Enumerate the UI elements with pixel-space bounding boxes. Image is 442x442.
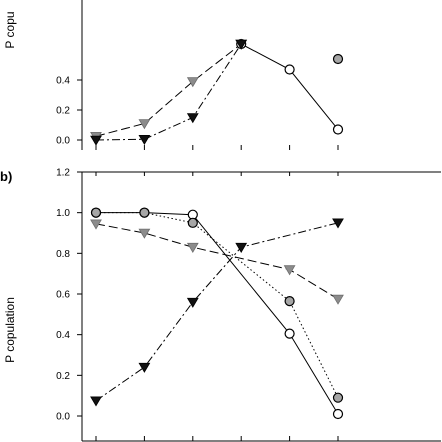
grey-circle-point — [90, 207, 102, 218]
panel-b-chart: 0.0 0.2 0.4 0.6 0.8 1.0 1.2 P copulation b) — [0, 168, 441, 442]
y-tick-label: 1.2 — [56, 168, 70, 179]
grey-circle-point — [332, 392, 344, 403]
black-triangle-point — [186, 297, 199, 308]
grey-triangle-point — [186, 77, 199, 88]
panel-a-chart: 0.0 0.2 0.4 P copu — [3, 0, 344, 150]
series-line — [95, 43, 242, 137]
grey-circle-point — [139, 207, 150, 218]
series-line — [95, 222, 339, 402]
black-triangle-point — [235, 242, 248, 253]
y-tick-label: 0.0 — [56, 412, 70, 423]
black-triangle-point — [90, 396, 102, 407]
y-tick-label: 0.4 — [56, 330, 70, 341]
y-axis-title: P copu — [3, 11, 17, 48]
panel-label: b) — [0, 169, 12, 184]
open-circle-point — [332, 408, 344, 420]
open-circle-point — [284, 328, 295, 339]
black-triangle-point — [90, 135, 102, 146]
black-triangle-point — [138, 362, 151, 373]
grey-circle-point — [332, 53, 344, 65]
y-tick-label: 0.0 — [56, 136, 70, 147]
series-line — [96, 212, 339, 398]
y-tick-label: 0.8 — [56, 249, 70, 260]
series-line — [95, 43, 242, 141]
series-line — [95, 223, 339, 300]
y-axis-title: P copulation — [3, 297, 17, 363]
grey-triangle-point — [283, 265, 296, 276]
y-tick-label: 0.2 — [56, 106, 70, 117]
y-tick-label: 0.2 — [56, 371, 70, 382]
y-tick-label: 0.6 — [56, 290, 70, 301]
grey-circle-point — [187, 217, 198, 228]
grey-circle-point — [284, 296, 295, 307]
grey-triangle-point — [138, 119, 151, 130]
open-circle-point — [284, 64, 295, 75]
y-tick-label: 0.4 — [56, 76, 70, 87]
black-triangle-point — [332, 218, 344, 229]
y-tick-label: 1.0 — [56, 208, 70, 219]
grey-triangle-point — [138, 228, 151, 239]
series-line — [240, 43, 339, 130]
grey-triangle-point — [186, 242, 199, 253]
black-triangle-point — [138, 134, 151, 145]
black-triangle-point — [235, 39, 248, 50]
black-triangle-point — [186, 113, 199, 124]
open-circle-point — [332, 124, 344, 135]
grey-triangle-point — [90, 219, 102, 230]
grey-triangle-point — [332, 294, 344, 305]
